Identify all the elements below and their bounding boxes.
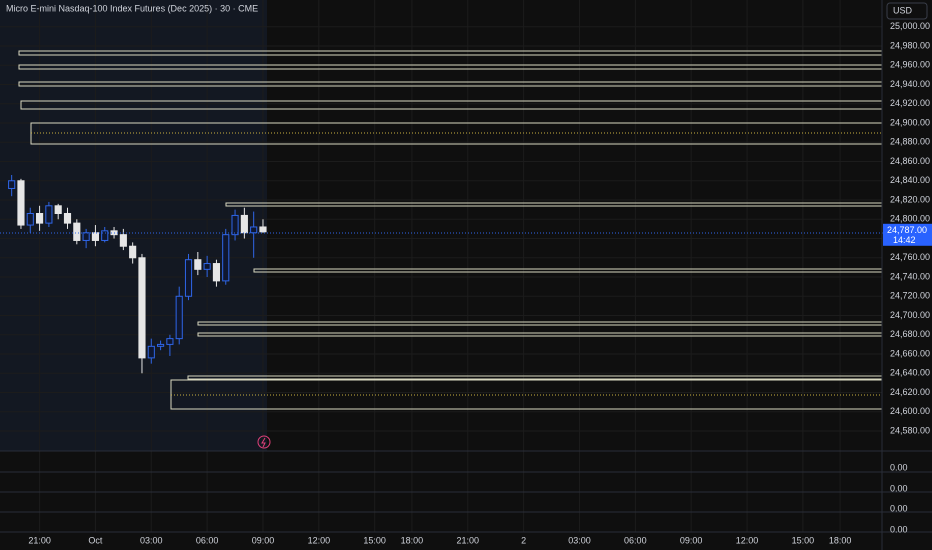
x-tick-label: 09:00 [252, 535, 275, 545]
y-tick-label: 24,680.00 [890, 329, 930, 339]
candle-body [26, 212, 34, 226]
y-tick-label: 24,580.00 [890, 425, 930, 435]
y-tick-label: 24,720.00 [890, 291, 930, 301]
x-tick-label: Oct [88, 535, 103, 545]
candle-body [91, 232, 100, 241]
x-tick-label: 12:00 [736, 535, 759, 545]
y-tick-label: 24,620.00 [890, 387, 930, 397]
sub-pane-label: 0.00 [890, 503, 908, 513]
x-tick-label: 18:00 [401, 535, 424, 545]
candle-body [17, 180, 25, 226]
candle-body [119, 234, 127, 247]
price-axis: 25,000.00 24,980.00 24,960.00 24,940.00 24,9… [890, 21, 930, 435]
y-tick-label: 24,980.00 [890, 40, 930, 50]
candle-body [54, 205, 62, 214]
candle-body [36, 212, 44, 224]
x-tick-label: 09:00 [680, 535, 703, 545]
y-tick-label: 24,800.00 [890, 214, 930, 224]
x-tick-label: 15:00 [792, 535, 815, 545]
candle-body [194, 259, 202, 270]
sub-pane-label: 0.00 [890, 524, 908, 534]
y-tick-label: 24,640.00 [890, 368, 930, 378]
x-tick-label: 2 [521, 535, 526, 545]
candle-body [101, 230, 109, 241]
candle-body [175, 295, 183, 340]
y-tick-label: 25,000.00 [890, 21, 930, 31]
x-tick-label: 03:00 [568, 535, 591, 545]
y-tick-label: 24,940.00 [890, 79, 930, 89]
y-tick-label: 24,760.00 [890, 252, 930, 262]
y-tick-label: 24,820.00 [890, 194, 930, 204]
x-tick-label: 06:00 [624, 535, 647, 545]
y-tick-label: 24,860.00 [890, 156, 930, 166]
y-tick-label: 24,920.00 [890, 98, 930, 108]
y-tick-label: 24,600.00 [890, 406, 930, 416]
candle-body [8, 180, 16, 189]
candles [8, 174, 267, 374]
candle-body [147, 345, 155, 359]
event-icon-bolt [261, 437, 266, 448]
candle-body [82, 232, 90, 241]
countdown-label: 14:42 [893, 235, 916, 245]
sub-pane-label: 0.00 [890, 483, 908, 493]
candle-body [212, 263, 221, 282]
x-tick-label: 15:00 [363, 535, 386, 545]
candle-body [184, 259, 193, 297]
chart-title: Micro E-mini Nasdaq-100 Index Futures (D… [6, 3, 258, 13]
event-icon[interactable] [257, 435, 271, 449]
candle-body [166, 338, 174, 345]
x-tick-label: 12:00 [308, 535, 331, 545]
candle-body [138, 257, 146, 359]
candle-body [203, 263, 211, 270]
candle-body [259, 226, 267, 233]
candle-body [222, 234, 230, 282]
y-tick-label: 24,960.00 [890, 60, 930, 70]
candle-body [231, 214, 239, 236]
x-tick-label: 21:00 [457, 535, 480, 545]
candle-body [45, 205, 53, 224]
currency-button[interactable] [886, 2, 928, 20]
last-price-box [883, 223, 932, 246]
y-tick-label: 24,660.00 [890, 348, 930, 358]
candle-body [129, 245, 137, 259]
candle-body [157, 343, 165, 347]
x-tick-label: 18:00 [829, 535, 852, 545]
sub-pane-label: 0.00 [890, 462, 908, 472]
candle-body [63, 212, 72, 224]
x-tick-label: 03:00 [140, 535, 163, 545]
y-tick-label: 24,840.00 [890, 175, 930, 185]
y-tick-label: 24,700.00 [890, 310, 930, 320]
candle-body [73, 222, 81, 241]
candle-body [240, 214, 248, 234]
candle-body [250, 226, 258, 234]
y-tick-label: 24,880.00 [890, 137, 930, 147]
last-price-label: 24,787.00 [887, 225, 927, 235]
y-tick-label: 24,900.00 [890, 117, 930, 127]
x-tick-label: 06:00 [196, 535, 219, 545]
y-tick-label: 24,740.00 [890, 271, 930, 281]
currency-label: USD [893, 5, 913, 15]
x-tick-label: 21:00 [28, 535, 51, 545]
